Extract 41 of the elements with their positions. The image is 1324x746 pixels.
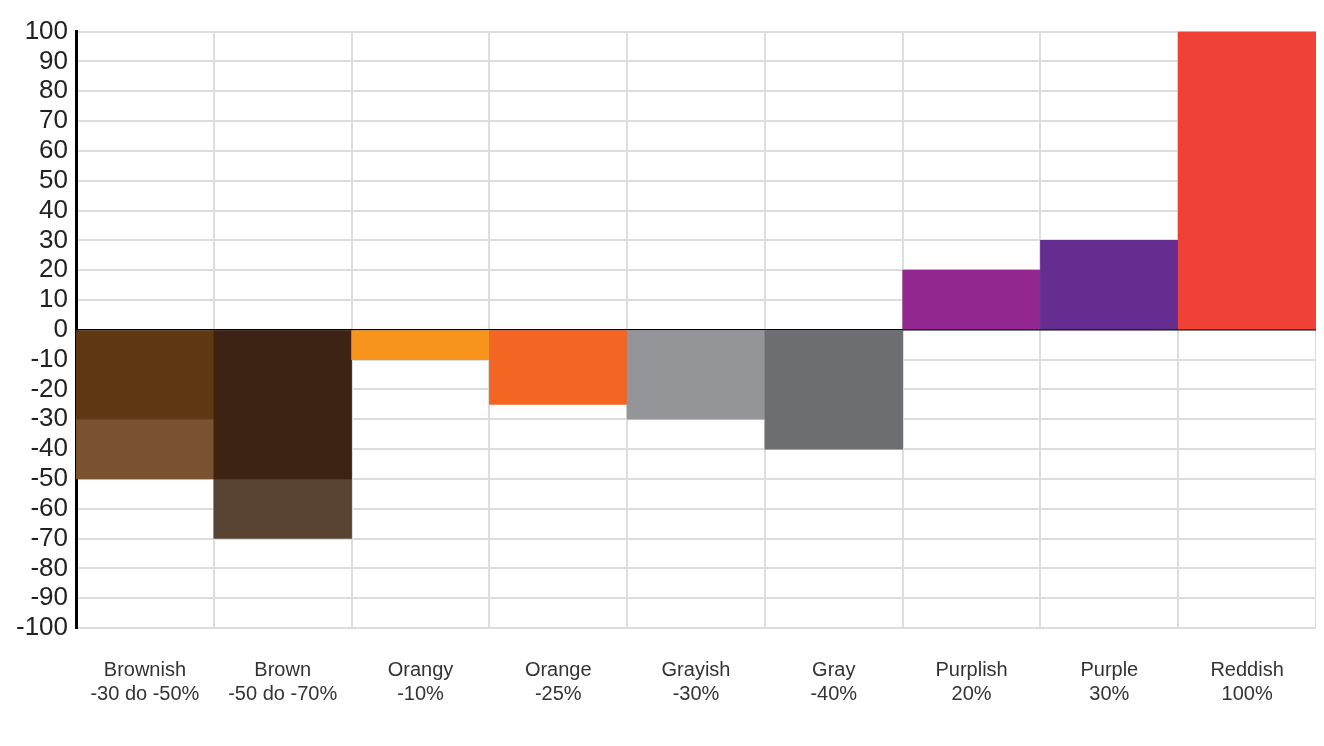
y-tick-label: -60 bbox=[30, 491, 69, 522]
bar bbox=[213, 330, 352, 480]
y-tick-label: 50 bbox=[39, 163, 69, 194]
y-tick-label: -50 bbox=[30, 462, 69, 493]
bar bbox=[1177, 31, 1316, 330]
y-tick-label: 100 bbox=[24, 14, 69, 45]
bar bbox=[764, 330, 904, 450]
x-tick-label: Brownish -30 do -50% bbox=[90, 657, 200, 704]
y-tick-label: 90 bbox=[39, 44, 69, 75]
x-tick-label: Gray -40% bbox=[810, 657, 858, 704]
y-tick-label: 70 bbox=[39, 104, 69, 135]
y-tick-label: 10 bbox=[39, 283, 69, 314]
y-tick-label: 80 bbox=[39, 74, 69, 105]
bar bbox=[626, 330, 766, 420]
y-tick-label: -80 bbox=[30, 551, 69, 582]
y-tick-label: -100 bbox=[15, 611, 69, 642]
bar bbox=[351, 330, 490, 360]
x-tick-label: Purple 30% bbox=[1080, 657, 1139, 704]
y-tick-label: -10 bbox=[30, 342, 69, 373]
bar bbox=[76, 418, 215, 480]
y-tick-label: -20 bbox=[30, 372, 69, 403]
x-tick-label: Grayish -30% bbox=[661, 657, 731, 704]
bar bbox=[1040, 240, 1179, 330]
y-tick-label: 60 bbox=[39, 134, 69, 165]
x-tick-label: Brown -50 do -70% bbox=[228, 657, 338, 704]
x-tick-label: Reddish 100% bbox=[1210, 657, 1284, 704]
bar bbox=[213, 478, 352, 539]
bar bbox=[902, 269, 1041, 330]
y-tick-label: -90 bbox=[30, 581, 69, 612]
y-tick-label: -30 bbox=[30, 402, 69, 433]
bar bbox=[489, 330, 628, 405]
bar bbox=[76, 330, 215, 420]
x-tick-label: Orange -25% bbox=[524, 657, 592, 704]
x-tick-label: Purplish 20% bbox=[935, 657, 1008, 704]
x-tick-label: Orangy -10% bbox=[387, 657, 454, 704]
y-tick-label: 40 bbox=[39, 193, 69, 224]
y-tick-label: -70 bbox=[30, 521, 69, 552]
y-tick-label: 20 bbox=[39, 253, 69, 284]
y-tick-label: 0 bbox=[53, 312, 69, 343]
y-tick-label: -40 bbox=[30, 432, 69, 463]
y-tick-label: 30 bbox=[39, 223, 69, 254]
